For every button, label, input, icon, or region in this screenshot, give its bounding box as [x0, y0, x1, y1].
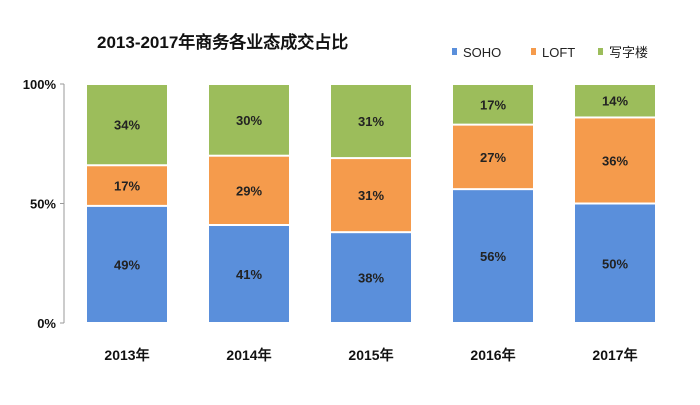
bar-segment-SOHO	[575, 204, 655, 322]
bar-segment-SOHO	[331, 233, 411, 322]
data-label: 36%	[602, 153, 628, 168]
y-tick-label: 50%	[30, 197, 56, 212]
bar-segment-写字楼	[331, 85, 411, 158]
data-label: 27%	[480, 150, 506, 165]
x-axis-labels: 2013年 2014年 2015年 2016年 2017年	[104, 347, 637, 363]
data-label: 29%	[236, 183, 262, 198]
bar-segment-LOFT	[331, 159, 411, 232]
data-label: 41%	[236, 267, 262, 282]
data-label: 34%	[114, 118, 140, 133]
data-label: 31%	[358, 114, 384, 129]
legend-swatch	[531, 48, 536, 55]
y-tick-label: 100%	[23, 77, 57, 92]
legend-swatch	[598, 48, 603, 55]
data-label: 56%	[480, 249, 506, 264]
legend: SOHO LOFT 写字楼	[452, 45, 648, 60]
bar-segment-SOHO	[209, 226, 289, 322]
y-tick-label: 0%	[37, 316, 56, 331]
data-label: 49%	[114, 257, 140, 272]
bar-segment-SOHO	[453, 190, 533, 322]
data-label: 17%	[114, 179, 140, 194]
data-label: 50%	[602, 256, 628, 271]
legend-label: 写字楼	[609, 45, 648, 60]
chart-title: 2013-2017年商务各业态成交占比	[97, 32, 348, 52]
data-label: 38%	[358, 271, 384, 286]
x-tick-label: 2016年	[470, 347, 515, 363]
bar-segment-LOFT	[209, 156, 289, 225]
data-label: 14%	[602, 94, 628, 109]
y-axis: 0% 50% 100%	[23, 77, 65, 331]
legend-label: SOHO	[463, 45, 501, 60]
bar-segment-LOFT	[87, 166, 167, 205]
legend-label: LOFT	[542, 45, 575, 60]
bar-segment-写字楼	[575, 85, 655, 117]
data-label: 31%	[358, 188, 384, 203]
bar-segment-写字楼	[209, 85, 289, 155]
x-tick-label: 2013年	[104, 347, 149, 363]
data-label: 30%	[236, 113, 262, 128]
bar-segment-LOFT	[453, 125, 533, 189]
x-tick-label: 2015年	[348, 347, 393, 363]
bar-segment-SOHO	[87, 206, 167, 322]
bar-segment-写字楼	[87, 85, 167, 165]
bar-segment-写字楼	[453, 85, 533, 124]
bar-segment-LOFT	[575, 118, 655, 203]
data-label: 17%	[480, 97, 506, 112]
bars: 49% 17% 34% 41% 29% 30% 38% 31% 31% 56% 27% 17% 50% 3…	[87, 85, 655, 322]
x-tick-label: 2014年	[226, 347, 271, 363]
legend-swatch	[452, 48, 457, 55]
x-tick-label: 2017年	[592, 347, 637, 363]
